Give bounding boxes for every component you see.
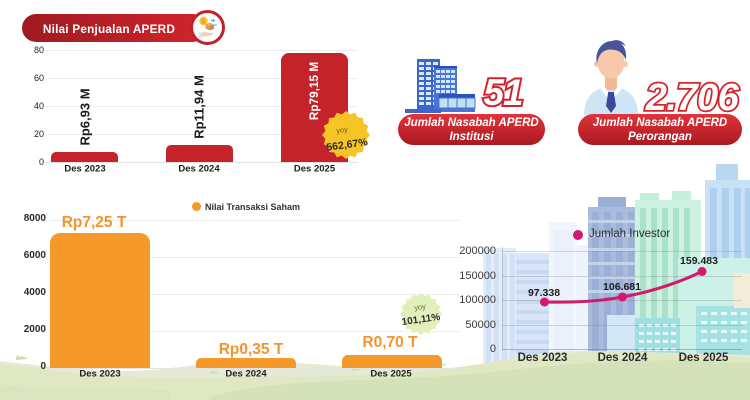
svg-text:2.706: 2.706	[645, 77, 740, 119]
svg-text:51: 51	[483, 72, 522, 113]
svg-text:$: $	[202, 19, 206, 25]
